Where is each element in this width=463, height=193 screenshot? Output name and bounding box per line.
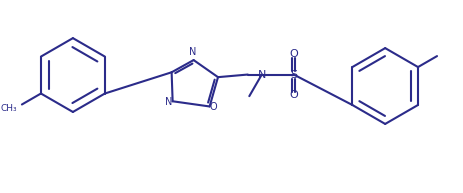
Text: N: N bbox=[257, 69, 265, 80]
Text: N: N bbox=[165, 97, 172, 107]
Text: CH₃: CH₃ bbox=[0, 104, 17, 113]
Text: O: O bbox=[289, 49, 297, 59]
Text: S: S bbox=[289, 69, 297, 80]
Text: N: N bbox=[188, 47, 196, 57]
Text: O: O bbox=[289, 91, 297, 101]
Text: O: O bbox=[209, 102, 217, 113]
